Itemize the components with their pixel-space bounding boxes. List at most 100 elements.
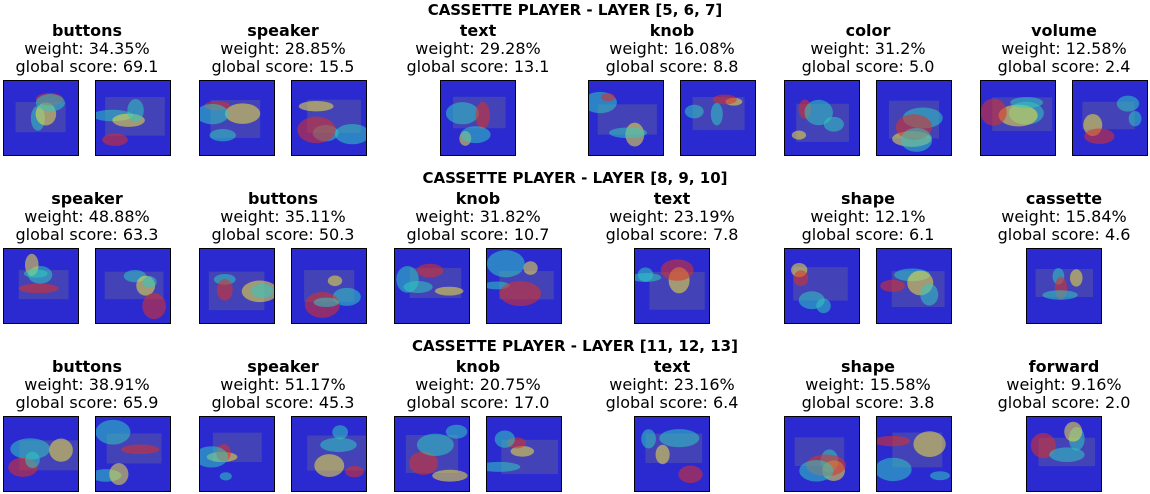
heatmap-thumbnail	[784, 248, 860, 324]
heatmap-thumbnail	[1026, 248, 1102, 324]
row-title: CASSETTE PLAYER - LAYER [11, 12, 13]	[412, 337, 738, 355]
concept-weight: weight: 38.91%	[24, 375, 150, 394]
concept-global-score: global score: 45.3	[211, 393, 355, 412]
concept-name: speaker	[247, 357, 319, 376]
concept-name: speaker	[247, 21, 319, 40]
concept-name: color	[845, 21, 891, 40]
heatmap-thumbnail	[95, 248, 171, 324]
concept-weight: weight: 34.35%	[24, 39, 150, 58]
concept-block: knob weight: 31.82% global score: 10.7	[380, 190, 576, 244]
concept-name: buttons	[51, 21, 123, 40]
concept-weight: weight: 31.2%	[810, 39, 926, 58]
row-title: CASSETTE PLAYER - LAYER [8, 9, 10]	[422, 169, 728, 187]
concept-name: knob	[649, 21, 695, 40]
concept-global-score: global score: 2.0	[997, 393, 1131, 412]
concept-block: text weight: 23.19% global score: 7.8	[574, 190, 770, 244]
heatmap-thumbnail	[3, 248, 79, 324]
concept-weight: weight: 23.16%	[609, 375, 735, 394]
heatmap-thumbnail	[1026, 416, 1102, 492]
heatmap-thumbnail	[3, 416, 79, 492]
heatmap-thumbnail	[588, 80, 664, 156]
heatmap-thumbnail	[634, 248, 710, 324]
concept-name: shape	[840, 189, 895, 208]
concept-global-score: global score: 13.1	[406, 57, 550, 76]
heatmap-thumbnail	[1072, 80, 1148, 156]
concept-name: text	[653, 357, 691, 376]
concept-global-score: global score: 3.8	[801, 393, 935, 412]
heatmap-thumbnail	[680, 80, 756, 156]
concept-global-score: global score: 15.5	[211, 57, 355, 76]
concept-block: buttons weight: 38.91% global score: 65.9	[0, 358, 185, 412]
concept-weight: weight: 48.88%	[24, 207, 150, 226]
heatmap-thumbnail	[876, 80, 952, 156]
concept-name: cassette	[1025, 189, 1103, 208]
concept-block: shape weight: 12.1% global score: 6.1	[770, 190, 966, 244]
concept-block: buttons weight: 35.11% global score: 50.3	[185, 190, 381, 244]
concept-block: shape weight: 15.58% global score: 3.8	[770, 358, 966, 412]
concept-block: speaker weight: 48.88% global score: 63.3	[0, 190, 185, 244]
concept-name: text	[653, 189, 691, 208]
concept-name: forward	[1028, 357, 1100, 376]
concept-weight: weight: 28.85%	[220, 39, 346, 58]
concept-block: speaker weight: 28.85% global score: 15.5	[185, 22, 381, 76]
heatmap-thumbnail	[95, 80, 171, 156]
concept-weight: weight: 12.1%	[810, 207, 926, 226]
concept-global-score: global score: 8.8	[605, 57, 739, 76]
concept-block: color weight: 31.2% global score: 5.0	[770, 22, 966, 76]
concept-global-score: global score: 4.6	[997, 225, 1131, 244]
concept-block: text weight: 29.28% global score: 13.1	[380, 22, 576, 76]
heatmap-thumbnail	[486, 416, 562, 492]
concept-block: text weight: 23.16% global score: 6.4	[574, 358, 770, 412]
concept-global-score: global score: 50.3	[211, 225, 355, 244]
concept-name: shape	[840, 357, 895, 376]
heatmap-thumbnail	[486, 248, 562, 324]
concept-global-score: global score: 69.1	[15, 57, 159, 76]
heatmap-thumbnail	[199, 248, 275, 324]
heatmap-thumbnail	[876, 248, 952, 324]
concept-global-score: global score: 65.9	[15, 393, 159, 412]
concept-block: volume weight: 12.58% global score: 2.4	[966, 22, 1150, 76]
concept-block: knob weight: 20.75% global score: 17.0	[380, 358, 576, 412]
heatmap-thumbnail	[291, 416, 367, 492]
concept-block: cassette weight: 15.84% global score: 4.6	[966, 190, 1150, 244]
concept-global-score: global score: 6.4	[605, 393, 739, 412]
concept-name: knob	[455, 189, 501, 208]
heatmap-thumbnail	[980, 80, 1056, 156]
concept-global-score: global score: 2.4	[997, 57, 1131, 76]
concept-name: buttons	[51, 357, 123, 376]
concept-global-score: global score: 17.0	[406, 393, 550, 412]
heatmap-thumbnail	[634, 416, 710, 492]
concept-weight: weight: 9.16%	[1006, 375, 1122, 394]
concept-name: speaker	[51, 189, 123, 208]
concept-weight: weight: 15.58%	[805, 375, 931, 394]
concept-weight: weight: 31.82%	[415, 207, 541, 226]
concept-weight: weight: 15.84%	[1001, 207, 1127, 226]
concept-weight: weight: 29.28%	[415, 39, 541, 58]
heatmap-thumbnail	[3, 80, 79, 156]
concept-block: buttons weight: 34.35% global score: 69.1	[0, 22, 185, 76]
concept-weight: weight: 23.19%	[609, 207, 735, 226]
concept-weight: weight: 20.75%	[415, 375, 541, 394]
concept-weight: weight: 12.58%	[1001, 39, 1127, 58]
heatmap-thumbnail	[440, 80, 516, 156]
heatmap-thumbnail	[199, 416, 275, 492]
concept-name: buttons	[247, 189, 319, 208]
heatmap-thumbnail	[784, 416, 860, 492]
heatmap-thumbnail	[291, 80, 367, 156]
concept-global-score: global score: 6.1	[801, 225, 935, 244]
concept-name: text	[459, 21, 497, 40]
heatmap-thumbnail	[394, 416, 470, 492]
concept-weight: weight: 35.11%	[220, 207, 346, 226]
heatmap-thumbnail	[876, 416, 952, 492]
concept-block: knob weight: 16.08% global score: 8.8	[574, 22, 770, 76]
concept-global-score: global score: 5.0	[801, 57, 935, 76]
concept-global-score: global score: 7.8	[605, 225, 739, 244]
heatmap-thumbnail	[199, 80, 275, 156]
concept-name: knob	[455, 357, 501, 376]
heatmap-thumbnail	[291, 248, 367, 324]
concept-global-score: global score: 63.3	[15, 225, 159, 244]
heatmap-thumbnail	[95, 416, 171, 492]
concept-block: speaker weight: 51.17% global score: 45.3	[185, 358, 381, 412]
row-title: CASSETTE PLAYER - LAYER [5, 6, 7]	[427, 1, 723, 19]
concept-weight: weight: 16.08%	[609, 39, 735, 58]
